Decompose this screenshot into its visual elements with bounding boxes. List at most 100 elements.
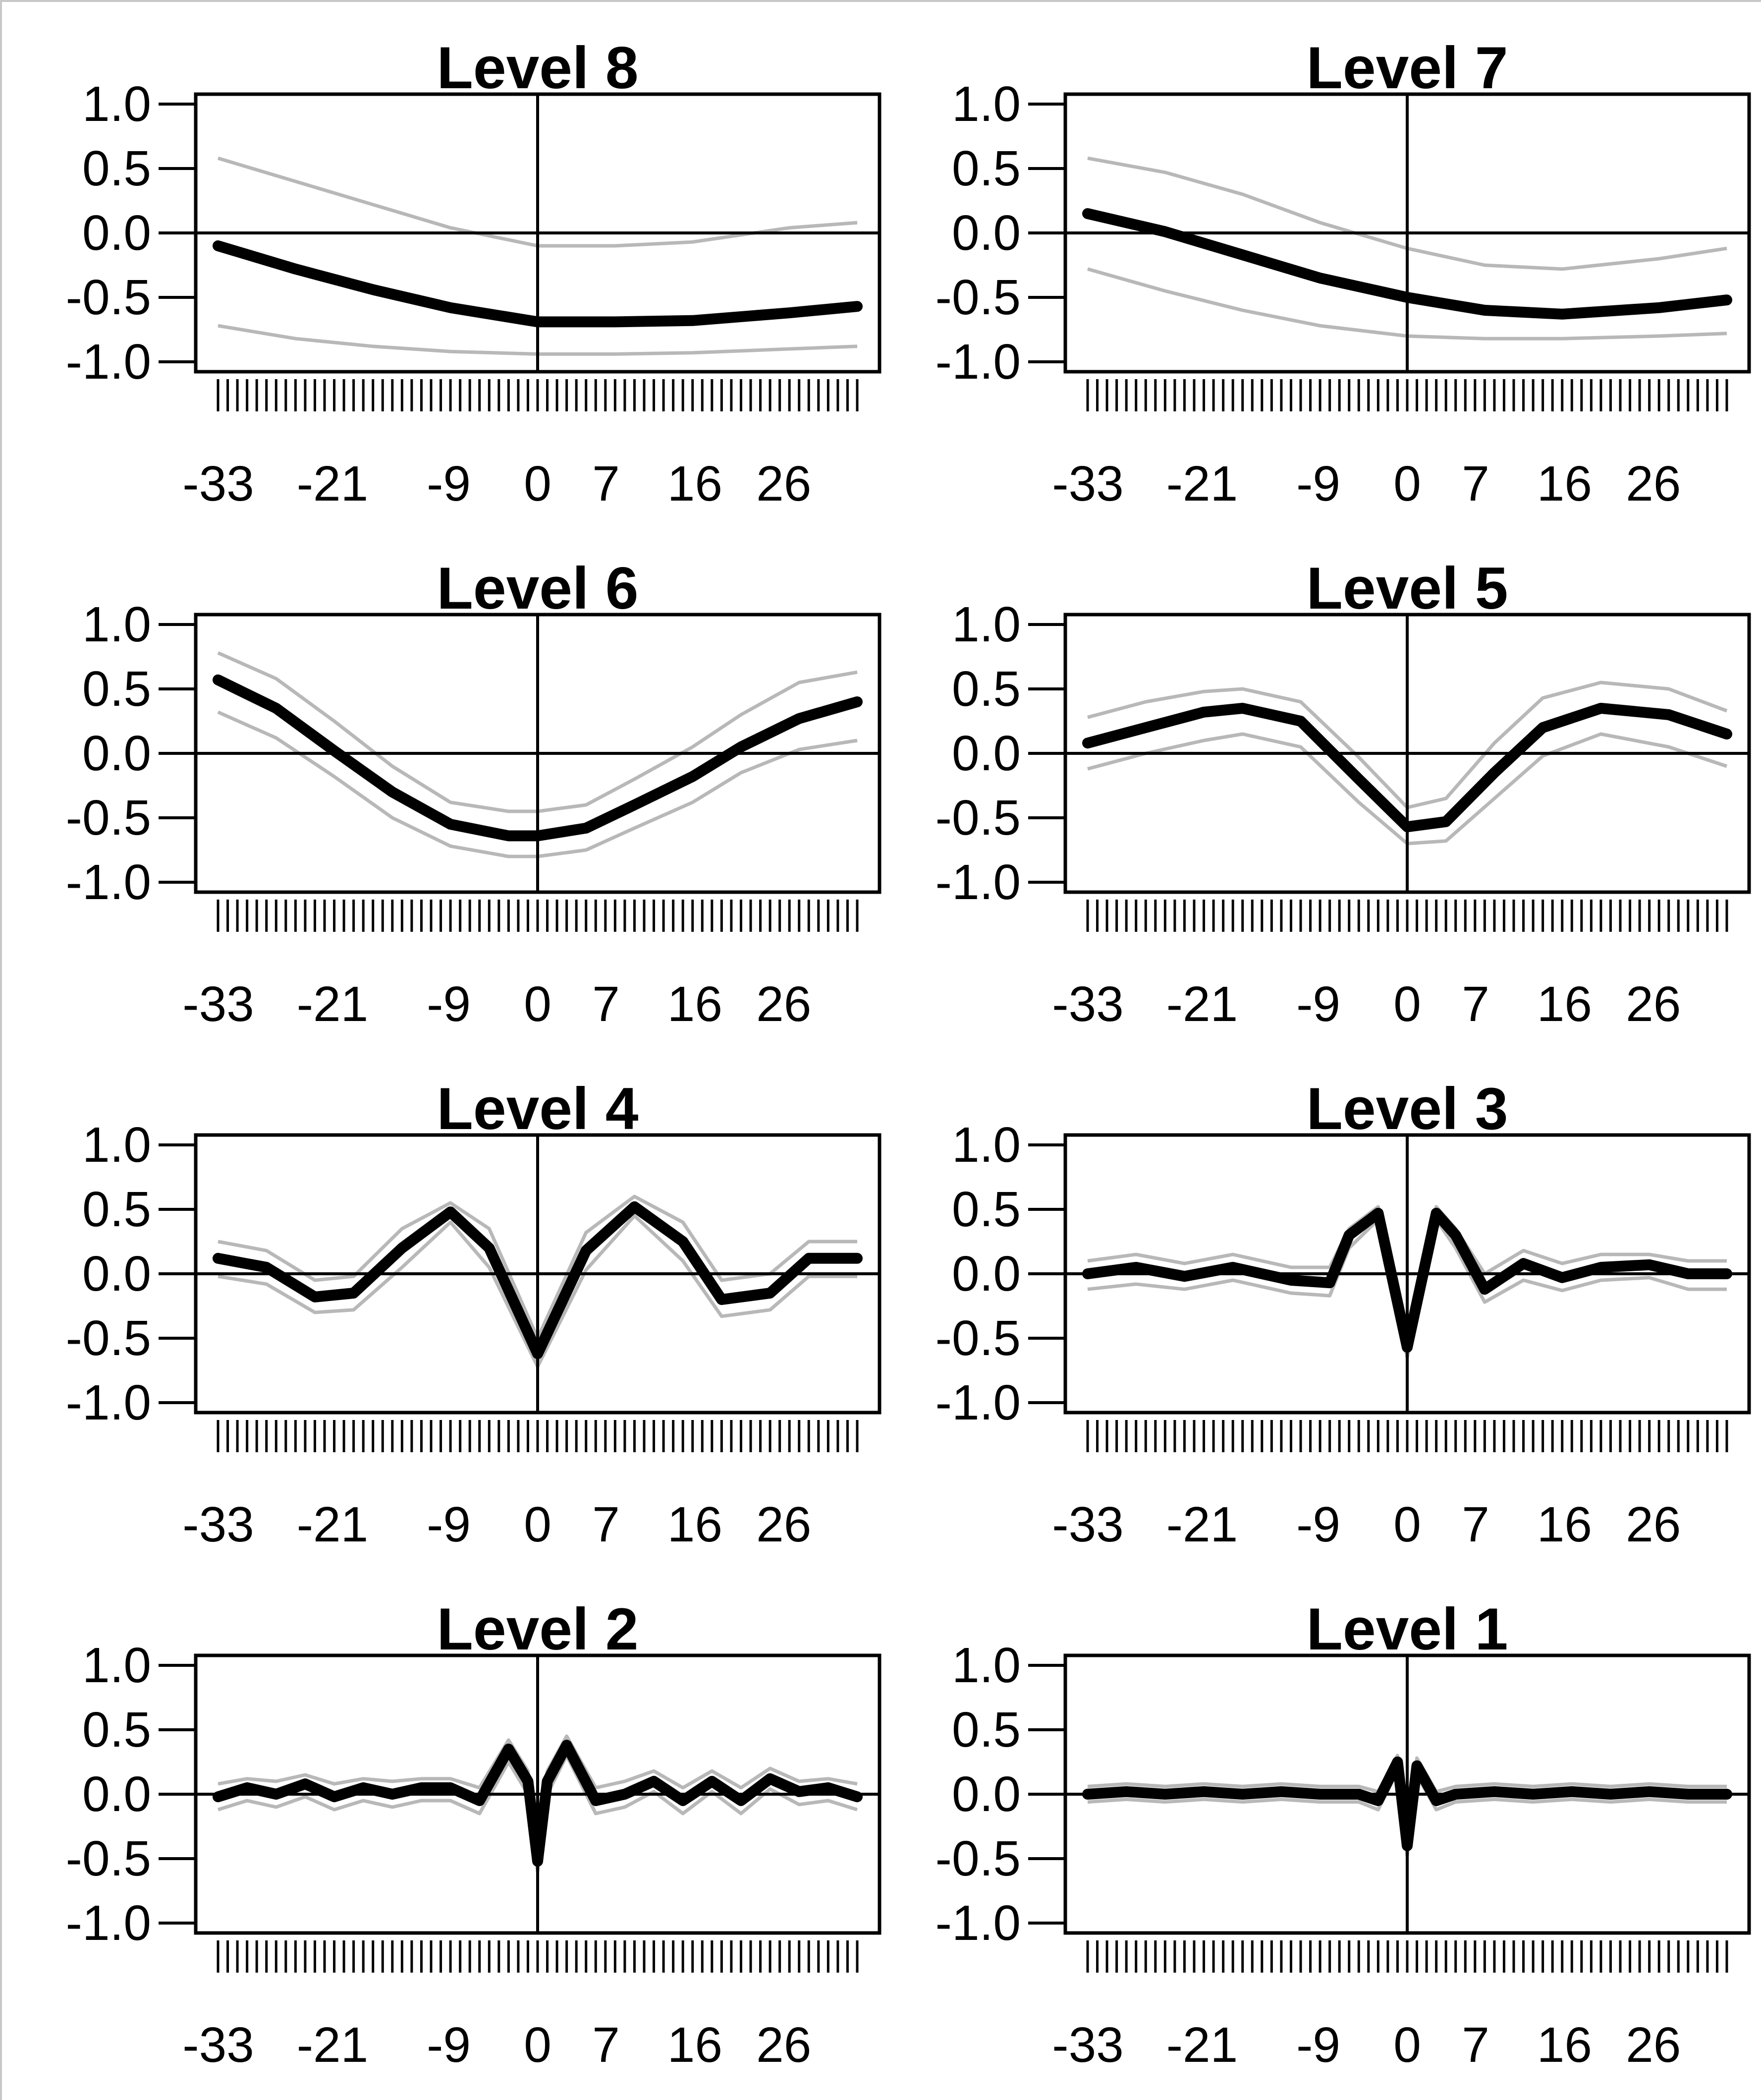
x-tick-label: -21 [297, 1497, 369, 1552]
y-tick-label: -0.5 [66, 270, 151, 325]
y-tick-label: -1.0 [66, 1895, 151, 1951]
y-tick-label: 1.0 [82, 76, 151, 132]
x-tick-label: 7 [592, 1497, 620, 1552]
x-tick-label: -9 [1296, 1497, 1340, 1552]
x-tick-label: -33 [182, 456, 254, 511]
x-tick-label: 7 [1462, 456, 1489, 511]
y-tick-label: 0.0 [82, 1766, 151, 1822]
x-tick-label: 0 [1393, 2017, 1421, 2073]
x-tick-label: 7 [592, 976, 620, 1032]
x-tick-label: -9 [1296, 976, 1340, 1032]
x-tick-label: -21 [297, 456, 369, 511]
x-tick-label: 16 [667, 456, 722, 511]
x-tick-label: -33 [1052, 456, 1124, 511]
y-tick-label: 1.0 [82, 1638, 151, 1693]
estimate-line [1082, 1757, 1732, 1851]
x-tick-label: 26 [756, 2017, 811, 2073]
x-tick-label: 16 [667, 1497, 722, 1552]
x-tick-label: -21 [297, 976, 369, 1032]
x-tick-label: 7 [592, 2017, 620, 2073]
y-tick-label: 1.0 [952, 597, 1021, 652]
y-tick-label: 0.5 [952, 661, 1021, 717]
x-tick-label: 16 [667, 2017, 722, 2073]
y-tick-label: 0.0 [952, 1766, 1021, 1822]
y-tick-label: 1.0 [952, 1117, 1021, 1173]
estimate-line [213, 674, 863, 842]
x-tick-label: 16 [1537, 976, 1592, 1032]
x-tick-label: 0 [524, 456, 551, 511]
y-tick-label: -1.0 [66, 1375, 151, 1430]
y-tick-label: 0.0 [82, 205, 151, 261]
x-tick-label: -33 [182, 1497, 254, 1552]
y-tick-label: 0.5 [82, 1182, 151, 1237]
estimate-line [1082, 1207, 1732, 1353]
x-tick-label: 7 [1462, 2017, 1489, 2073]
y-tick-label: 0.5 [82, 1702, 151, 1758]
y-tick-label: 1.0 [952, 76, 1021, 132]
panel-level-8: Level 8 1.0 0.5 0.0 -0.5 -1.0 -33 -21 -9 0 7 16 26 [66, 35, 881, 511]
y-tick-label: -0.5 [936, 790, 1021, 846]
x-tick-label: 0 [1393, 976, 1421, 1032]
panel-title: Level 1 [1307, 1596, 1508, 1662]
y-tick-label: -0.5 [66, 790, 151, 846]
estimate-line [1082, 208, 1732, 320]
estimate-line [1082, 703, 1732, 833]
y-tick-label: -1.0 [936, 1375, 1021, 1430]
y-tick-label: 1.0 [952, 1638, 1021, 1693]
y-tick-label: 0.0 [82, 1246, 151, 1302]
y-tick-label: -0.5 [936, 1831, 1021, 1886]
panel-level-4: Level 4 1.0 0.5 0.0 -0.5 -1.0 -33 -21 -9 0 7 16 26 [66, 1076, 881, 1552]
x-tick-label: 16 [1537, 1497, 1592, 1552]
panel-title: Level 2 [437, 1596, 639, 1662]
estimate-line [213, 240, 863, 328]
x-tick-label: -21 [1166, 456, 1238, 511]
estimate-line [213, 1201, 863, 1360]
x-tick-label: -9 [427, 2017, 471, 2073]
x-tick-label: -9 [427, 456, 471, 511]
x-tick-label: -21 [1166, 2017, 1238, 2073]
x-tick-label: -33 [1052, 976, 1124, 1032]
y-tick-label: 0.0 [952, 205, 1021, 261]
y-tick-label: -0.5 [936, 1310, 1021, 1366]
x-tick-label: 0 [1393, 1497, 1421, 1552]
panel-title: Level 8 [437, 35, 639, 101]
y-tick-label: -0.5 [66, 1310, 151, 1366]
estimate-line [213, 1740, 863, 1867]
x-tick-label: 7 [1462, 1497, 1489, 1552]
x-tick-label: 7 [592, 456, 620, 511]
x-tick-label: 16 [1537, 2017, 1592, 2073]
x-tick-label: -33 [1052, 1497, 1124, 1552]
x-tick-label: 0 [524, 2017, 551, 2073]
x-tick-label: 26 [1626, 976, 1681, 1032]
y-tick-label: 0.0 [82, 726, 151, 781]
x-tick-label: 26 [756, 1497, 811, 1552]
panel-level-2: Level 2 1.0 0.5 0.0 -0.5 -1.0 -33 -21 -9 0 7 16 26 [66, 1596, 881, 2073]
panel-level-1: Level 1 1.0 0.5 0.0 -0.5 -1.0 -33 -21 -9 0 7 16 26 [936, 1596, 1751, 2073]
y-tick-label: 0.0 [952, 1246, 1021, 1302]
x-tick-label: 0 [524, 976, 551, 1032]
y-tick-label: 0.5 [952, 1182, 1021, 1237]
panel-title: Level 4 [437, 1076, 639, 1142]
y-tick-label: -1.0 [936, 854, 1021, 910]
y-tick-label: 1.0 [82, 1117, 151, 1173]
x-tick-label: -9 [427, 1497, 471, 1552]
x-tick-label: -9 [1296, 456, 1340, 511]
y-tick-label: -1.0 [936, 1895, 1021, 1951]
panel-title: Level 3 [1307, 1076, 1508, 1142]
x-tick-label: 16 [667, 976, 722, 1032]
x-tick-label: -21 [297, 2017, 369, 2073]
y-tick-label: 0.5 [952, 1702, 1021, 1758]
x-tick-label: 26 [756, 456, 811, 511]
x-tick-label: 16 [1537, 456, 1592, 511]
y-tick-label: 0.5 [952, 141, 1021, 196]
x-tick-label: -9 [427, 976, 471, 1032]
x-tick-label: -21 [1166, 1497, 1238, 1552]
y-tick-label: 1.0 [82, 597, 151, 652]
x-tick-label: 26 [1626, 1497, 1681, 1552]
y-tick-label: -1.0 [66, 334, 151, 390]
panel-title: Level 6 [437, 555, 639, 622]
panel-level-5: Level 5 1.0 0.5 0.0 -0.5 -1.0 -33 -21 -9 0 7 16 26 [936, 555, 1751, 1032]
panel-level-6: Level 6 1.0 0.5 0.0 -0.5 -1.0 -33 -21 -9 0 7 16 26 [66, 555, 881, 1032]
